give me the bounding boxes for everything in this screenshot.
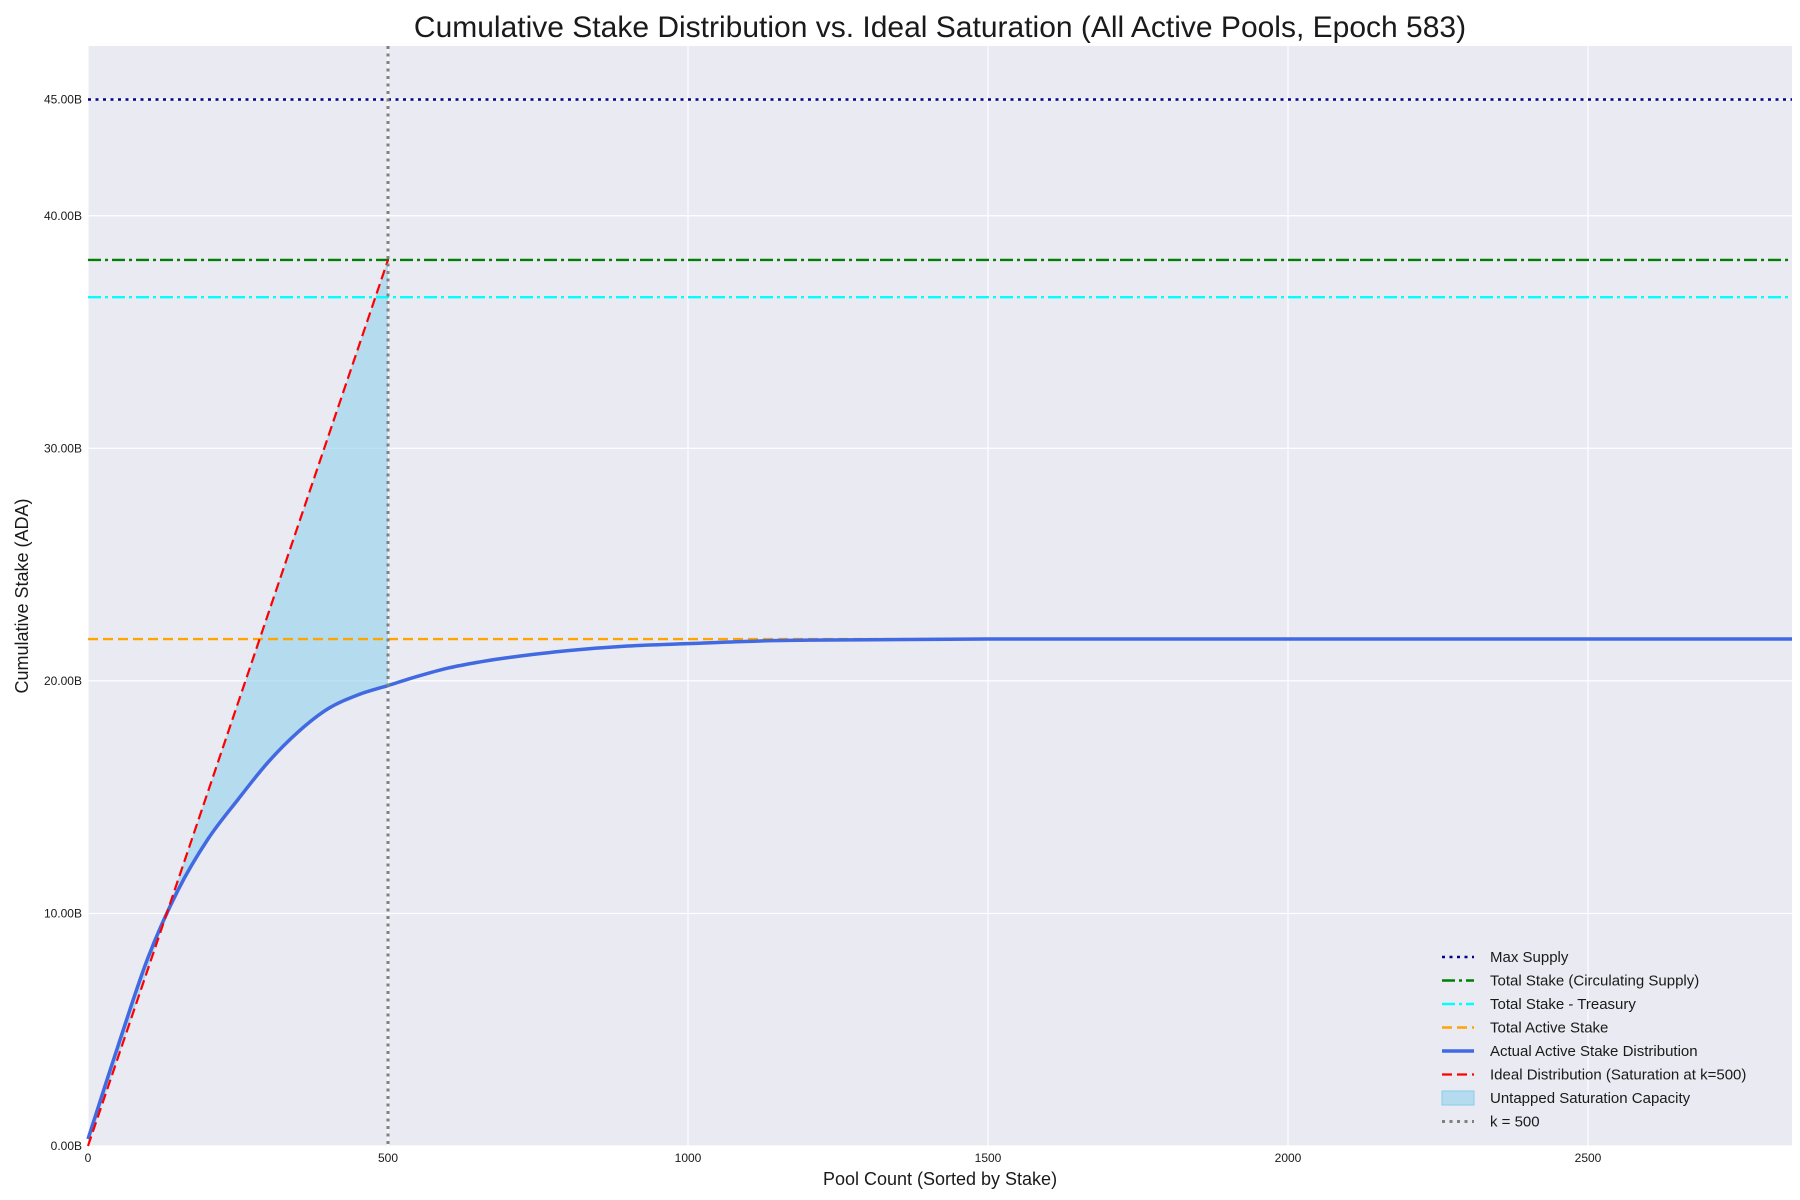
y-tick-label: 10.00B xyxy=(44,906,82,920)
x-tick-label: 2000 xyxy=(1275,1151,1302,1165)
tick-labels: 0 500 1000 1500 2000 2500 0.00B 10.00B 20.00B 30.… xyxy=(44,92,1602,1165)
legend-entry: Untapped Saturation Capacity xyxy=(1490,1090,1691,1107)
chart-title: Cumulative Stake Distribution vs. Ideal … xyxy=(414,11,1466,44)
y-tick-label: 30.00B xyxy=(44,441,82,455)
x-tick-label: 0 xyxy=(85,1151,92,1165)
y-tick-label: 40.00B xyxy=(44,209,82,223)
legend-entry: Max Supply xyxy=(1490,949,1569,966)
x-tick-label: 2500 xyxy=(1575,1151,1602,1165)
legend-entry: Actual Active Stake Distribution xyxy=(1490,1043,1698,1060)
y-axis-label: Cumulative Stake (ADA) xyxy=(12,498,32,693)
actual-stake-line xyxy=(86,637,1792,1140)
ideal-distribution-line xyxy=(86,259,390,1147)
x-tick-label: 1000 xyxy=(675,1151,702,1165)
x-tick-label: 500 xyxy=(378,1151,398,1165)
y-tick-label: 45.00B xyxy=(44,92,82,106)
legend-swatch xyxy=(1441,1090,1475,1106)
y-tick-label: 20.00B xyxy=(44,674,82,688)
legend-entry: k = 500 xyxy=(1490,1114,1540,1131)
legend-entry: Total Stake (Circulating Supply) xyxy=(1490,973,1699,990)
legend: Max Supply Total Stake (Circulating Suppl… xyxy=(1441,949,1746,1131)
legend-entry: Total Active Stake xyxy=(1490,1020,1608,1037)
y-tick-label: 0.00B xyxy=(51,1139,82,1153)
x-axis-label: Pool Count (Sorted by Stake) xyxy=(823,1169,1057,1189)
legend-entry: Ideal Distribution (Saturation at k=500) xyxy=(1490,1067,1746,1084)
x-tick-label: 1500 xyxy=(975,1151,1002,1165)
legend-entry: Total Stake - Treasury xyxy=(1490,996,1636,1013)
series-layer xyxy=(86,46,1792,1147)
